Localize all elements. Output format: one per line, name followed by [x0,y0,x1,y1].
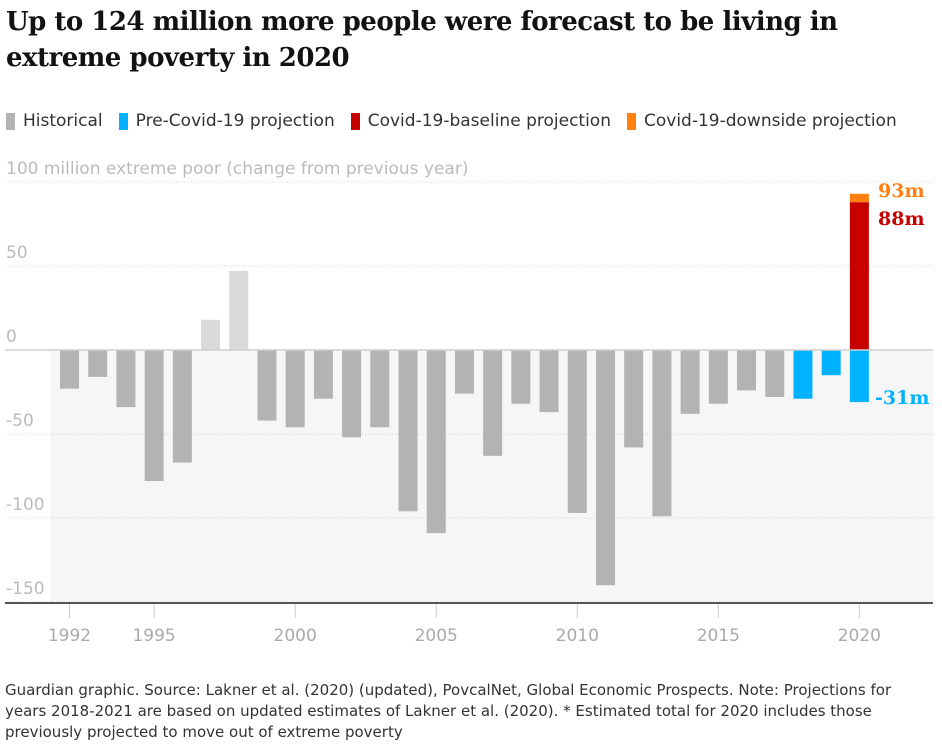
legend-item-historical: Historical [6,111,103,131]
legend-label: Covid-19-baseline projection [367,111,611,131]
bar-2009-historical [539,350,559,413]
bar-2014-historical [680,350,700,414]
legend-swatch [350,112,360,130]
legend-swatch [118,112,128,130]
x-tick-label: 1995 [132,626,175,646]
bar-chart: 100 million extreme poor (change from pr… [5,159,933,646]
x-tick-label: 2000 [274,626,317,646]
bar-1993-historical [88,350,108,377]
x-tick-label: 2010 [556,626,599,646]
y-tick-label: -100 [6,495,45,515]
bar-2017-historical [765,350,785,398]
bar-2005-historical [426,350,446,534]
bar-2008-historical [511,350,531,404]
bar-1995-historical [144,350,164,482]
value-label: -31m [875,387,929,409]
legend-swatch [626,112,636,130]
chart-title: Up to 124 million more people were forec… [6,7,838,73]
bar-2019-pre-covid-19-projection [821,350,841,376]
bar-2013-historical [652,350,672,517]
legend-item-covid-baseline: Covid-19-baseline projection [350,111,611,131]
bar-1992-historical [60,350,79,389]
bar-2016-historical [737,350,757,391]
bar-2004-historical [398,350,418,512]
bar-2020-covid-19-downside-projection [849,193,869,203]
legend: Historical Pre-Covid-19 projection Covid… [6,111,913,131]
y-tick-label: 50 [6,243,28,263]
x-tick-label: 2015 [697,626,740,646]
y-tick-label: -50 [6,411,34,431]
x-tick-label: 2005 [415,626,458,646]
bar-2001-historical [313,350,333,399]
bar-1998-historical [229,271,249,350]
legend-swatch [6,112,15,130]
bar-2000-historical [285,350,305,428]
x-tick-label: 1992 [48,626,91,646]
bar-2011-historical [595,350,615,586]
bar-1997-historical [201,319,221,350]
legend-item-covid-downside: Covid-19-downside projection [626,111,897,131]
value-label: 93m [878,180,925,202]
y-tick-label: -150 [6,579,45,599]
source-note: Guardian graphic. Source: Lakner et al. … [5,681,892,741]
x-tick-label: 2020 [838,626,881,646]
legend-item-pre-covid: Pre-Covid-19 projection [118,111,335,131]
bar-2020-covid-19-baseline-projection [849,202,869,350]
bar-2006-historical [454,350,474,394]
bar-2002-historical [342,350,362,438]
bar-1996-historical [172,350,192,463]
y-tick-label: 0 [6,327,17,347]
legend-label: Pre-Covid-19 projection [135,111,335,131]
bar-2012-historical [624,350,644,448]
bar-2010-historical [567,350,587,513]
bar-2015-historical [708,350,728,404]
bar-1999-historical [257,350,277,421]
bar-2003-historical [370,350,390,428]
bar-2020-pre-covid-19-projection [849,350,869,403]
legend-label: Covid-19-downside projection [643,111,897,131]
value-label: 88m [878,208,925,230]
bar-2007-historical [483,350,503,456]
bar-2018-pre-covid-19-projection [793,350,813,399]
legend-label: Historical [23,111,103,131]
bar-1994-historical [116,350,136,408]
y-tick-label: 100 million extreme poor (change from pr… [6,159,468,179]
